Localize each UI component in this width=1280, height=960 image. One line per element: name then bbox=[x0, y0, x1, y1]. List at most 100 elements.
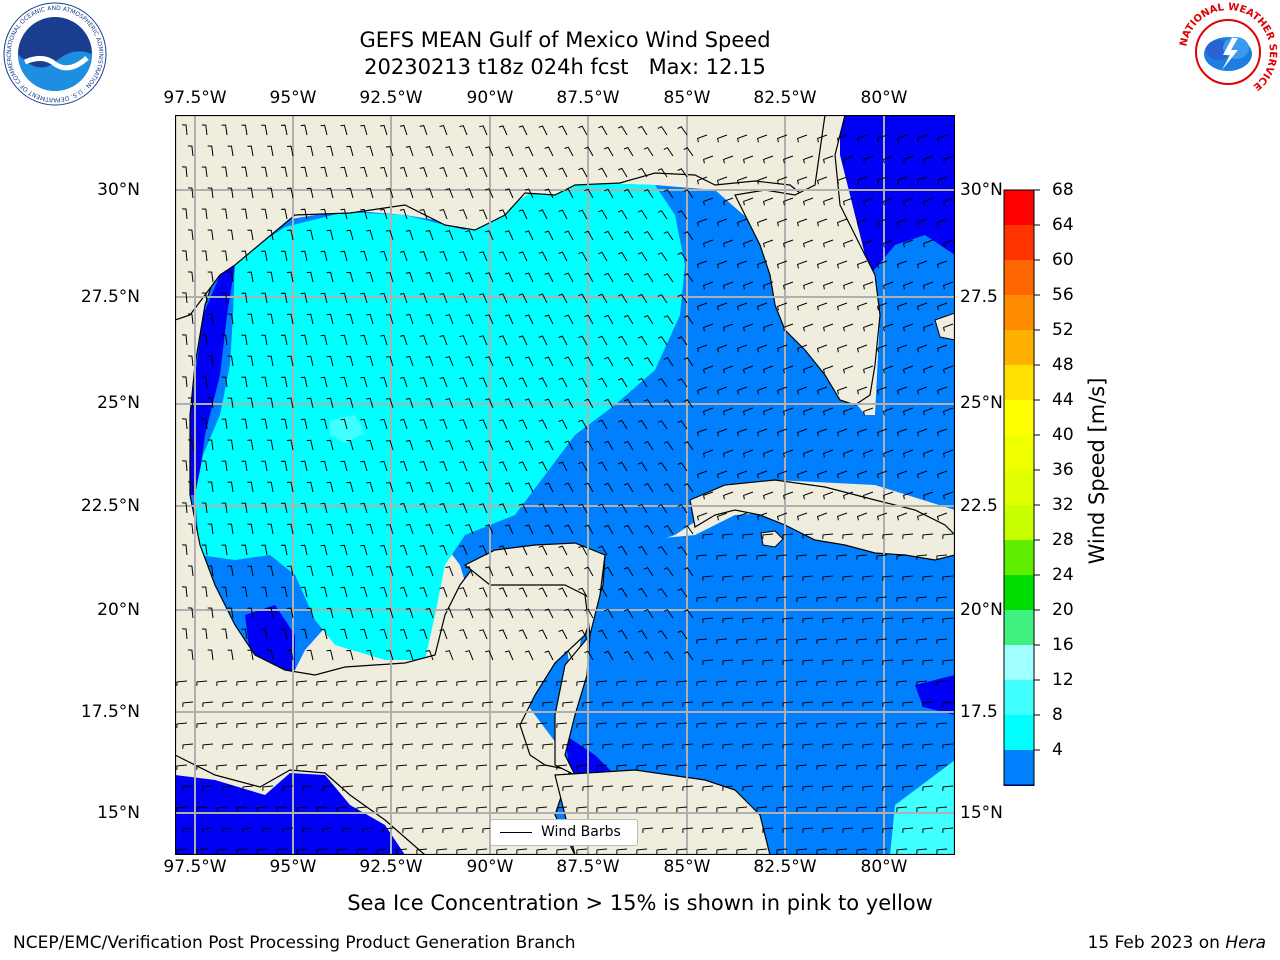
lon-tick-bottom: 92.5°W bbox=[359, 857, 423, 877]
wind-barb bbox=[756, 596, 768, 602]
wind-barb bbox=[604, 356, 614, 367]
wind-barb bbox=[883, 281, 894, 290]
wind-barb bbox=[562, 701, 574, 707]
wind-barb bbox=[657, 462, 668, 472]
lat-tick-left: 20°N bbox=[97, 600, 140, 620]
wind-barb bbox=[479, 377, 488, 388]
wind-barb bbox=[817, 470, 828, 479]
wind-barb bbox=[743, 365, 754, 374]
lat-tick-right: 27.5 bbox=[960, 287, 998, 307]
wind-barb bbox=[816, 764, 828, 770]
wind-barb bbox=[823, 197, 834, 206]
wind-barb bbox=[796, 722, 808, 728]
wind-barb bbox=[280, 586, 288, 598]
lon-tick-bottom: 85°W bbox=[663, 857, 711, 877]
wind-barb bbox=[207, 523, 214, 535]
wind-barb bbox=[241, 628, 248, 640]
wind-barb bbox=[776, 554, 788, 560]
wind-barb bbox=[943, 407, 954, 416]
wind-barb bbox=[362, 785, 374, 791]
footer-machine: Hera bbox=[1225, 933, 1266, 953]
wind-barb bbox=[564, 356, 574, 367]
wind-barb bbox=[302, 785, 314, 791]
wind-barb bbox=[683, 399, 694, 409]
wind-barb bbox=[716, 848, 728, 854]
wind-barb bbox=[916, 554, 928, 560]
wind-barb bbox=[405, 355, 414, 367]
wind-barb bbox=[544, 398, 554, 409]
wind-barb bbox=[385, 145, 394, 157]
wind-barb bbox=[736, 596, 748, 602]
wind-barb bbox=[857, 344, 868, 353]
wind-barb bbox=[903, 155, 914, 164]
wind-barb bbox=[485, 482, 494, 493]
wind-barb bbox=[616, 764, 628, 770]
wind-barb bbox=[504, 188, 514, 199]
map-legend: Wind Barbs bbox=[490, 819, 638, 846]
wind-barb bbox=[181, 334, 188, 346]
wind-barb bbox=[241, 544, 248, 556]
wind-barb bbox=[342, 785, 354, 791]
wind-barb bbox=[803, 155, 814, 164]
wind-barb bbox=[763, 197, 774, 206]
wind-barb bbox=[504, 146, 514, 157]
colorbar-segment bbox=[1004, 680, 1034, 715]
wind-barb bbox=[187, 607, 194, 619]
wind-barb bbox=[936, 806, 948, 812]
footer-date: 15 Feb 2023 on Hera bbox=[1088, 933, 1266, 953]
wind-barb bbox=[459, 167, 468, 178]
wind-barb bbox=[637, 125, 648, 136]
wind-barb bbox=[717, 428, 728, 437]
sea-ice-note: Sea Ice Concentration > 15% is shown in … bbox=[347, 891, 933, 915]
wind-barb bbox=[823, 155, 834, 164]
footer-date-text: 15 Feb 2023 on bbox=[1087, 933, 1226, 953]
lon-tick-bottom: 90°W bbox=[466, 857, 514, 877]
wind-barb bbox=[280, 292, 288, 304]
wind-barb bbox=[221, 376, 228, 388]
wind-barb bbox=[942, 701, 954, 707]
wind-barb bbox=[782, 701, 794, 707]
lat-tick-right: 25°N bbox=[960, 393, 1003, 413]
wind-barb bbox=[917, 386, 928, 395]
wind-barb bbox=[662, 827, 674, 833]
wind-barb bbox=[306, 523, 314, 535]
wind-barb bbox=[544, 566, 554, 577]
wind-barb bbox=[576, 764, 588, 770]
wind-barb bbox=[723, 323, 734, 332]
wind-barb bbox=[280, 166, 288, 178]
wind-barb bbox=[544, 146, 554, 157]
wind-barb bbox=[439, 293, 448, 304]
wind-barb bbox=[556, 848, 568, 854]
wind-barb bbox=[617, 587, 628, 598]
wind-barb bbox=[743, 323, 754, 332]
wind-barb bbox=[716, 554, 728, 560]
wind-barb bbox=[763, 407, 774, 416]
wind-barb bbox=[843, 155, 854, 164]
wind-barb bbox=[261, 502, 268, 514]
colorbar-frame bbox=[1003, 189, 1035, 786]
wind-barb bbox=[542, 743, 554, 749]
wind-barb bbox=[479, 293, 488, 304]
wind-barb bbox=[697, 302, 708, 311]
wind-barb bbox=[479, 167, 488, 178]
wind-barb bbox=[916, 596, 928, 602]
wind-barb bbox=[902, 743, 914, 749]
wind-barb bbox=[380, 418, 388, 430]
wind-barb bbox=[762, 827, 774, 833]
wind-barb bbox=[556, 722, 568, 728]
wind-barb bbox=[385, 649, 394, 661]
wind-barb bbox=[722, 743, 734, 749]
wind-barb bbox=[267, 271, 274, 283]
wind-barb bbox=[405, 481, 414, 493]
wind-barb bbox=[897, 512, 908, 521]
wind-barb bbox=[261, 166, 268, 178]
wind-barb bbox=[897, 344, 908, 353]
wind-barb bbox=[366, 355, 374, 367]
wind-barb bbox=[617, 125, 628, 136]
wind-barb bbox=[236, 722, 248, 728]
wind-barb bbox=[782, 827, 794, 833]
wind-barb bbox=[362, 827, 374, 833]
wind-barb bbox=[816, 722, 828, 728]
wind-barb bbox=[723, 281, 734, 290]
wind-barb bbox=[643, 566, 654, 577]
